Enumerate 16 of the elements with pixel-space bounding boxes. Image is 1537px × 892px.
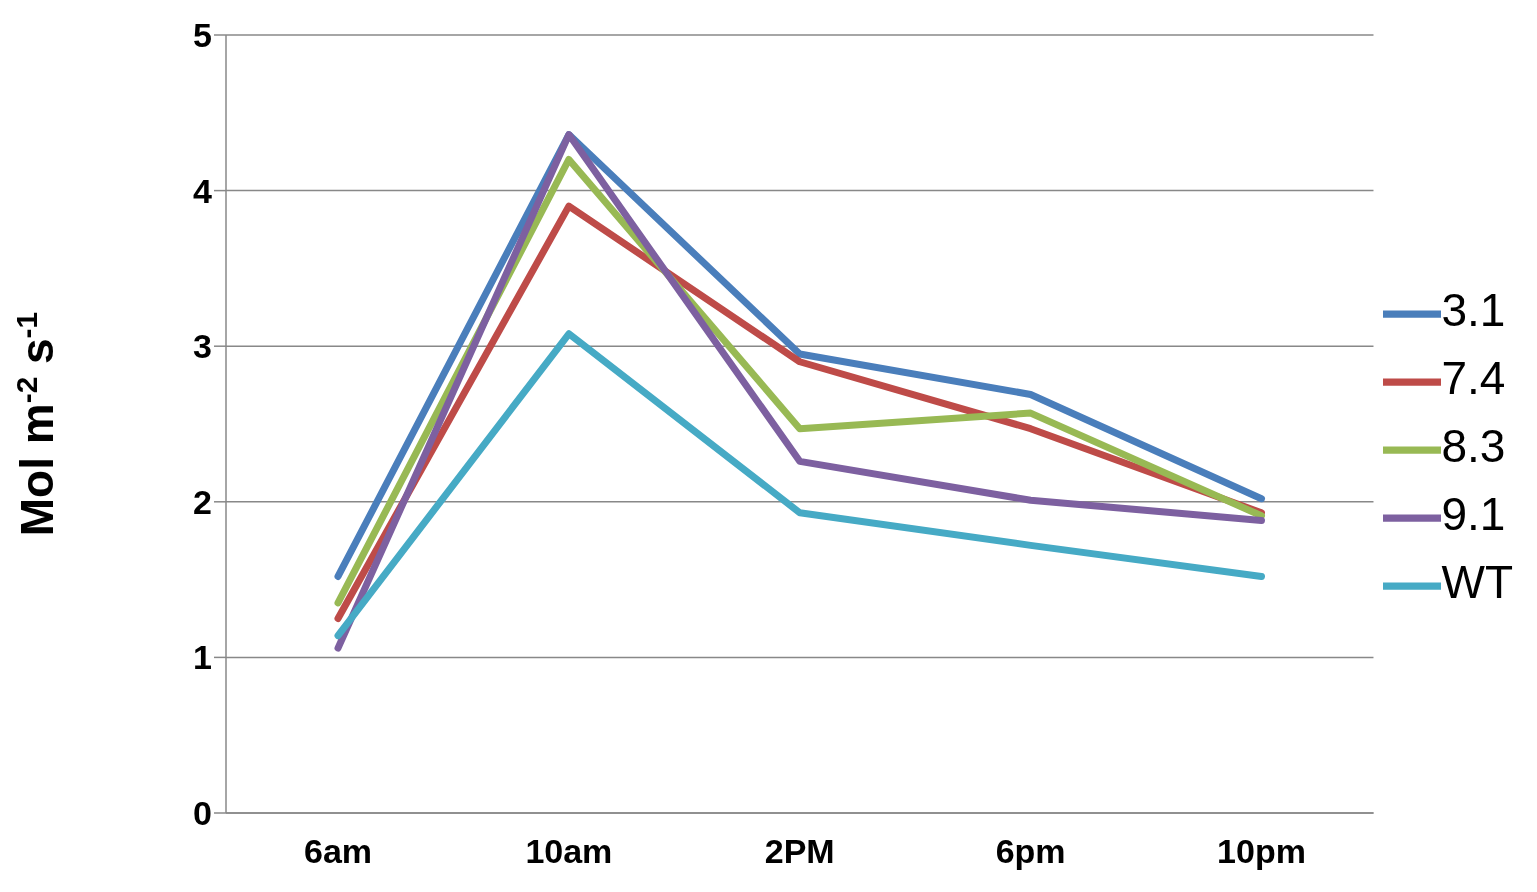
y-tick-label: 4 <box>193 171 213 210</box>
x-tick-label: 10pm <box>1217 832 1306 871</box>
y-tick-label: 2 <box>193 482 212 521</box>
y-tick-label: 0 <box>193 794 212 833</box>
y-tick-label: 5 <box>193 16 212 55</box>
legend-label: 8.3 <box>1441 420 1506 472</box>
legend-label: WT <box>1441 556 1513 608</box>
x-tick-label: 6pm <box>995 832 1066 871</box>
x-tick-label: 10am <box>525 832 613 871</box>
legend-label: 3.1 <box>1441 284 1506 336</box>
y-tick-label: 3 <box>193 327 212 366</box>
legend-label: 9.1 <box>1441 488 1506 540</box>
legend-label: 7.4 <box>1441 352 1506 404</box>
x-tick-label: 2PM <box>764 832 835 871</box>
y-tick-label: 1 <box>193 638 212 677</box>
x-tick-label: 6am <box>303 832 373 871</box>
